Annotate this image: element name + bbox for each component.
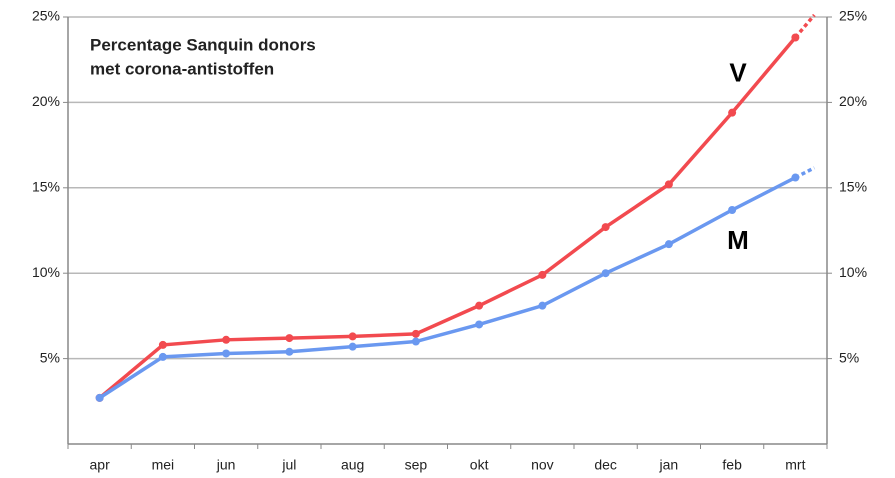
chart-title: Percentage Sanquin donors — [90, 35, 316, 54]
point — [158, 352, 167, 361]
x-tick-label: mrt — [785, 457, 805, 473]
point — [791, 173, 800, 182]
x-tick-label: mei — [152, 457, 175, 473]
y-tick-label: 5% — [40, 349, 60, 365]
chart-title: met corona-antistoffen — [90, 59, 274, 78]
point — [285, 347, 294, 356]
x-tick-label: dec — [594, 457, 617, 473]
x-tick-label: okt — [470, 457, 489, 473]
point — [348, 332, 357, 341]
point — [411, 337, 420, 346]
y-tick-label: 15% — [32, 179, 60, 195]
x-tick-label: jul — [281, 457, 296, 473]
y2-tick-label: 25% — [839, 8, 867, 24]
point — [728, 108, 737, 117]
line — [98, 175, 797, 400]
point — [285, 334, 294, 343]
x-tick-label: aug — [341, 457, 364, 473]
point — [475, 301, 484, 310]
point — [158, 340, 167, 349]
point — [411, 329, 420, 338]
x-tick-label: feb — [722, 457, 742, 473]
point — [222, 349, 231, 358]
point — [538, 270, 547, 279]
x-tick-label: nov — [531, 457, 554, 473]
x-tick-label: sep — [405, 457, 428, 473]
point — [601, 223, 610, 232]
point — [664, 240, 673, 249]
y2-tick-label: 20% — [839, 93, 867, 109]
y2-tick-label: 10% — [839, 264, 867, 280]
y-tick-label: 20% — [32, 93, 60, 109]
y-tick-label: 10% — [32, 264, 60, 280]
point — [475, 320, 484, 329]
y-tick-label: 25% — [32, 8, 60, 24]
y2-tick-label: 5% — [839, 349, 859, 365]
trend-extension — [794, 13, 816, 39]
point — [348, 342, 357, 351]
point — [95, 393, 104, 402]
point — [728, 206, 737, 215]
x-tick-label: jun — [216, 457, 236, 473]
x-tick-label: apr — [90, 457, 111, 473]
series-label: V — [729, 57, 747, 87]
line — [98, 36, 797, 400]
series-label: M — [727, 225, 749, 255]
x-tick-label: jan — [659, 457, 679, 473]
point — [601, 269, 610, 278]
point — [791, 33, 800, 42]
point — [664, 180, 673, 189]
point — [222, 335, 231, 344]
y2-tick-label: 15% — [839, 179, 867, 195]
point — [538, 301, 547, 310]
